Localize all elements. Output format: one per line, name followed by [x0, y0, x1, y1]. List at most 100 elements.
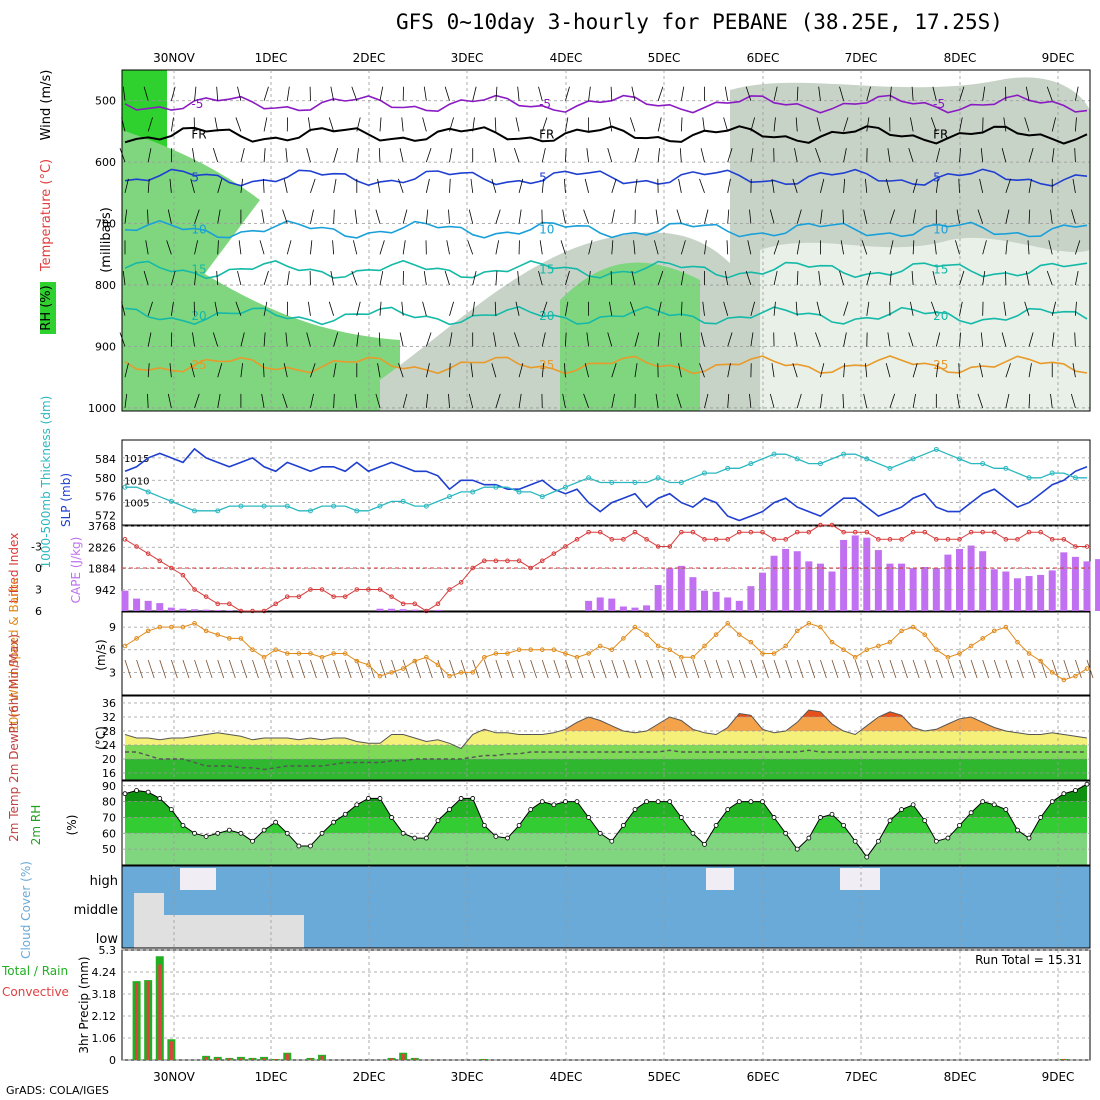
wind-barb: [843, 148, 847, 163]
wind-barb: [1005, 240, 1008, 255]
wind-speed-point: [968, 643, 974, 649]
wind-barb: [864, 178, 868, 193]
wind-speed-point: [377, 673, 383, 679]
wind-barb: [449, 117, 454, 132]
wind-barb: [261, 209, 265, 224]
cloud-axis-label: Cloud Cover (%): [19, 861, 33, 959]
thickness-point: [238, 503, 244, 509]
wind-barb: [330, 270, 335, 286]
wind-barb: [1028, 332, 1034, 347]
wind-barb: [240, 659, 248, 679]
wind-barb: [425, 209, 429, 224]
lifted-index-point: [505, 558, 510, 564]
precip-conv-bar: [158, 964, 162, 1060]
wind-speed-point: [157, 624, 163, 630]
wind-barb: [1001, 148, 1007, 163]
wind-barb: [629, 117, 636, 132]
thickness-line: [125, 448, 1087, 512]
dewpoint-line: [125, 749, 1087, 771]
wind-barb: [282, 209, 288, 224]
wind-barb: [750, 301, 756, 316]
wind-barb: [194, 659, 201, 679]
wind-barb: [982, 240, 987, 255]
rh-point: [273, 819, 279, 825]
rh-point: [632, 807, 638, 812]
lifted-index-point: [516, 558, 522, 564]
wind-speed-point: [991, 628, 997, 634]
isotherm-label: 15: [539, 263, 554, 277]
wind-speed-point: [366, 662, 371, 668]
wind-barb: [310, 240, 313, 255]
wind-barb: [727, 363, 731, 378]
thickness-tick: 580: [95, 472, 116, 485]
wind-barb: [282, 393, 288, 409]
rh-point: [180, 822, 186, 828]
wind-barb: [398, 178, 404, 194]
wind-barb: [887, 332, 891, 347]
precip-total-label: Total / Rain: [1, 964, 68, 978]
wind-barb: [495, 86, 498, 101]
xtick-label-top: 7DEC: [845, 51, 878, 65]
wind-barb: [831, 659, 839, 679]
lifted-index-point: [910, 529, 916, 535]
wind-barb: [377, 363, 381, 378]
wind-barb: [1028, 659, 1036, 679]
lifted-index-point: [667, 544, 673, 549]
wind-barb: [771, 178, 775, 193]
wind-barb: [588, 659, 595, 679]
wind-barb: [935, 659, 943, 679]
wind-barb: [472, 86, 477, 101]
wind-speed-point: [760, 651, 765, 656]
wind-barb: [769, 209, 775, 224]
rh-tick: 50: [102, 843, 116, 856]
wind-barb: [749, 209, 752, 224]
temp-band: [125, 710, 1087, 717]
wind-barb: [444, 270, 450, 286]
isotherm-label: 20: [539, 309, 554, 323]
xtick-label-top: 30NOV: [153, 51, 195, 65]
wind-barb: [704, 659, 711, 679]
precip-conv-bar: [1062, 1058, 1066, 1060]
wind-barb: [518, 178, 524, 193]
slp-axis-label: SLP (mb): [59, 473, 73, 527]
wind-barb: [769, 393, 775, 409]
wind-barb: [680, 240, 686, 255]
xtick-label-bottom: 5DEC: [648, 1070, 681, 1084]
lifted-index-point: [342, 594, 348, 599]
lifted-index-point: [1003, 537, 1009, 542]
wind-barb: [379, 240, 385, 255]
wind-barb: [792, 178, 798, 194]
temp-line: [124, 709, 1088, 750]
wind-barb: [285, 148, 288, 163]
wind-barb: [924, 659, 932, 679]
thickness-point: [1049, 470, 1055, 476]
wind-barb: [588, 86, 591, 101]
wind-barb: [333, 332, 339, 347]
wind-speed-point: [284, 651, 290, 656]
cape-bar: [133, 598, 141, 611]
wind-barb: [147, 301, 153, 316]
wind-barb: [307, 117, 311, 132]
wind-barb: [401, 117, 404, 132]
wind-barb: [1075, 117, 1077, 132]
wind-barb: [565, 86, 570, 101]
rh-point: [377, 796, 383, 801]
isotherm-10: [124, 219, 1088, 239]
wind-barb: [796, 393, 802, 409]
wind-barb: [576, 659, 584, 679]
wind-barb: [1017, 659, 1024, 679]
wind-barb: [680, 270, 685, 286]
wind-barb: [192, 332, 195, 347]
wind-speed-point: [424, 654, 429, 660]
wind-barb: [982, 659, 990, 679]
rh-point: [238, 830, 244, 836]
precip-conv-bar: [146, 981, 150, 1060]
wind-barb: [541, 659, 549, 679]
wind-speed-point: [551, 647, 557, 653]
precip-tick: 0: [109, 1054, 116, 1067]
wind-barb: [634, 178, 638, 193]
wind-barb: [530, 659, 538, 679]
lifted-index-point: [760, 529, 765, 535]
wind-barb: [704, 393, 709, 409]
cape-bar: [608, 598, 616, 611]
